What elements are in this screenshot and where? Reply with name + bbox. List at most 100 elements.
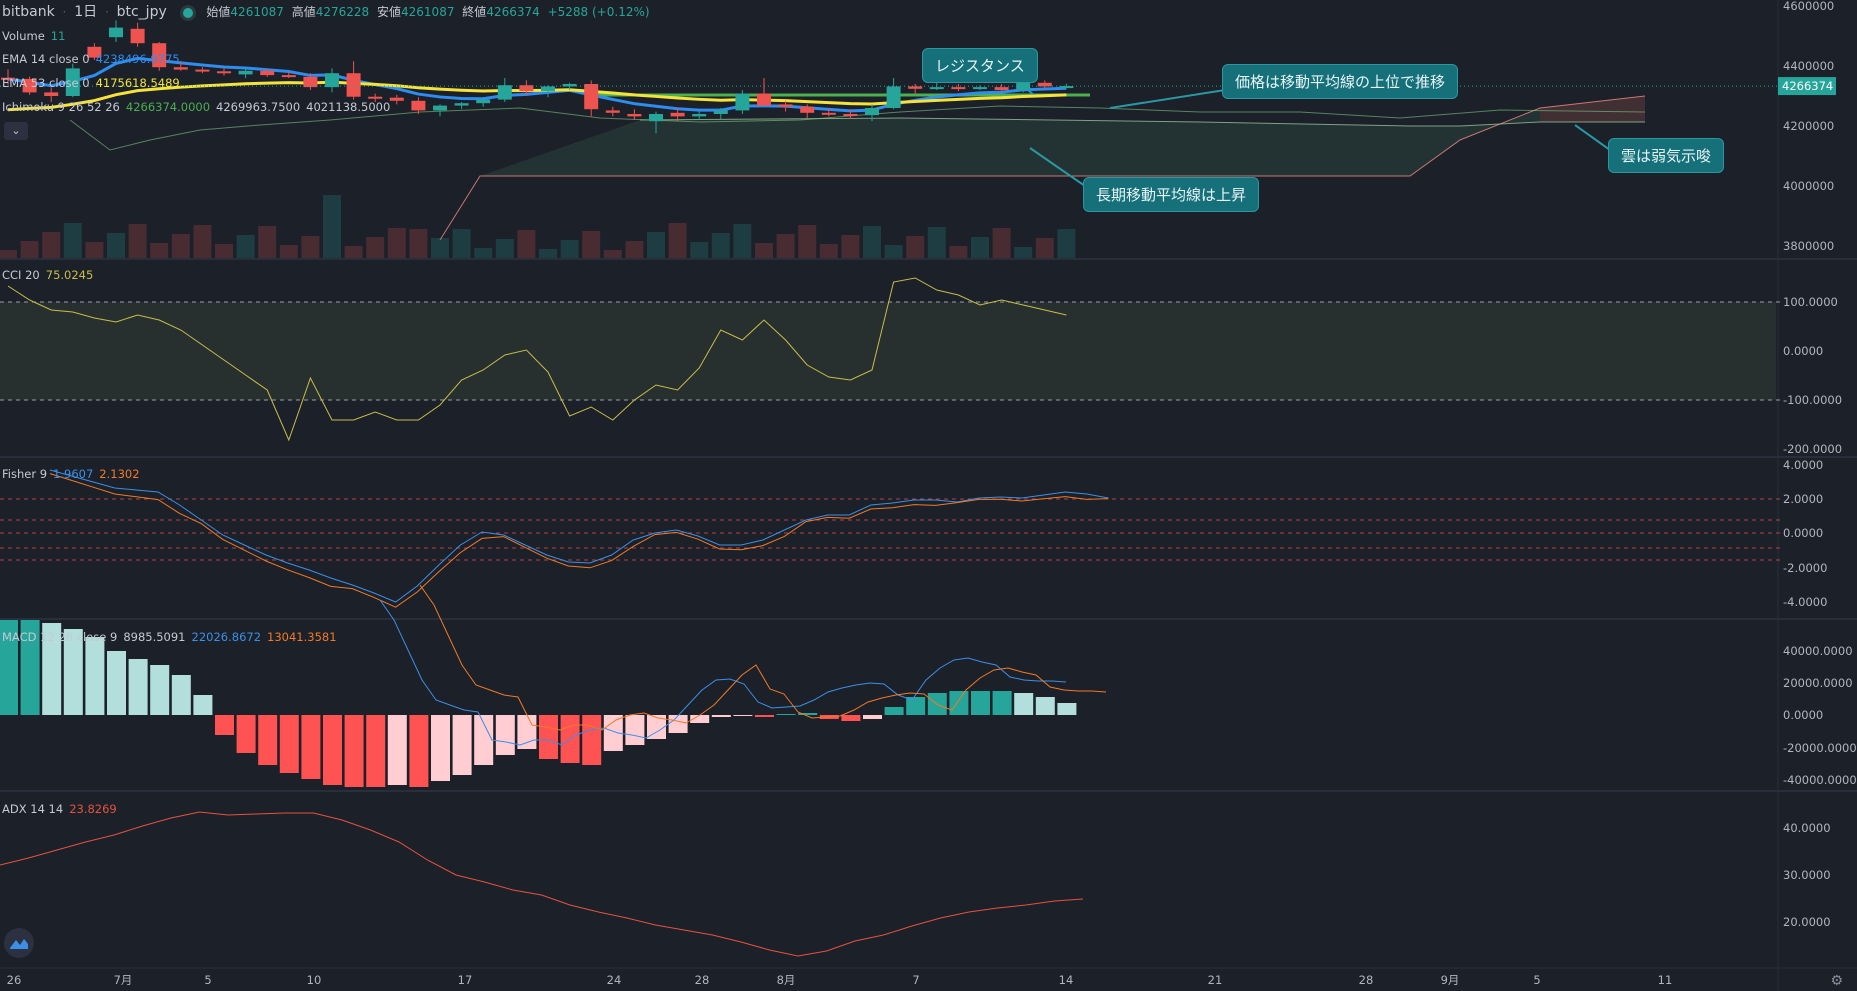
volume-bar (755, 243, 773, 258)
macd-histogram-bar (42, 623, 62, 715)
cci-band (0, 302, 1776, 400)
macd-tick-label: 40000.0000 (1783, 644, 1853, 658)
macd-histogram-bar (409, 715, 429, 787)
macd-histogram-bar (1014, 693, 1034, 715)
volume-bar (344, 246, 363, 258)
candle-body (433, 105, 447, 111)
candle-body (973, 87, 987, 90)
macd-histogram-bar (258, 715, 278, 765)
macd-histogram-bar (971, 691, 990, 715)
candle (562, 82, 577, 90)
candle-body (238, 70, 253, 75)
candle (778, 100, 793, 112)
ema14-value: 4238496.9775 (95, 52, 180, 66)
candle-body (757, 93, 771, 106)
macd-histogram-bar (85, 637, 105, 715)
volume-bar (884, 245, 903, 258)
adx-legend[interactable]: ADX 14 14 23.8269 (2, 802, 123, 816)
candle (497, 78, 512, 102)
cci-tick-label: -200.0000 (1783, 442, 1842, 456)
candle-body (325, 73, 339, 88)
candle (670, 108, 685, 122)
candle (692, 110, 707, 120)
symbol-label[interactable]: btc_jpy (116, 4, 167, 20)
volume-bar (668, 223, 687, 258)
time-tick-label: 7月 (114, 973, 133, 987)
macd-histogram-bar (798, 713, 818, 715)
time-tick-label: 5 (1533, 973, 1540, 987)
adx-line (0, 811, 1084, 957)
macd-histogram-bar (884, 707, 904, 715)
ichimoku-v1: 4266374.0000 (125, 100, 211, 114)
ichimoku-lagging-span (69, 105, 1646, 151)
macd-histogram-bar (1057, 703, 1077, 715)
tradingview-logo-icon[interactable] (4, 928, 34, 958)
callout-long-ma-up[interactable]: 長期移動平均線は上昇 (1083, 177, 1260, 212)
candle (1, 69, 15, 85)
gear-icon[interactable]: ⚙ (1830, 973, 1843, 989)
callout-price-above-ma[interactable]: 価格は移動平均線の上位で推移 (1222, 64, 1459, 99)
volume-bar (85, 242, 104, 258)
candle (735, 90, 750, 114)
open-value: 4261087 (230, 5, 284, 19)
ichimoku-legend[interactable]: Ichimoku 9 26 52 26 4266374.0000 4269963.7… (2, 100, 396, 114)
volume-bar (733, 224, 752, 258)
fisher-legend[interactable]: Fisher 9 1.9607 2.1302 (2, 467, 146, 481)
candle (843, 109, 858, 119)
fisher-tick-label: 4.0000 (1783, 458, 1823, 472)
macd-histogram-bar (215, 715, 234, 735)
macd-histogram-bar (431, 715, 450, 781)
volume-bar (1057, 229, 1076, 258)
macd-histogram-bar (193, 695, 213, 715)
cci-tick-label: 0.0000 (1783, 344, 1823, 358)
macd-histogram-bar (344, 715, 364, 787)
close-label: 終値 (462, 5, 487, 19)
macd-histogram-bar (279, 715, 299, 773)
macd-histogram-bar (733, 715, 753, 716)
fisher-tick-label: -4.0000 (1783, 595, 1827, 609)
last-price-tag (1778, 77, 1836, 96)
macd-signal-line (419, 584, 1107, 731)
time-tick-label: 14 (1059, 973, 1074, 987)
volume-bar (819, 244, 838, 258)
ema14-legend[interactable]: EMA 14 close 0 4238496.9775 (2, 52, 186, 66)
candle (476, 97, 491, 107)
volume-bar (0, 250, 17, 258)
candle-body (217, 71, 231, 74)
volume-bar (431, 238, 449, 258)
candle-body (109, 27, 123, 38)
volume-bar (690, 242, 709, 258)
macd-histogram-bar (128, 659, 148, 715)
candle (87, 43, 102, 60)
exchange-name[interactable]: bitbank (2, 4, 55, 20)
candle-body (584, 84, 599, 110)
macd-histogram-bar (1035, 697, 1055, 715)
ichimoku-cloud-bear (1540, 96, 1645, 122)
adx-label: ADX 14 14 (2, 802, 64, 816)
volume-legend[interactable]: Volume 11 (2, 29, 71, 43)
interval-label[interactable]: 1日 (74, 4, 98, 20)
macd-legend[interactable]: MACD 12 26 close 9 8985.5091 22026.8672 130… (2, 630, 343, 644)
candle (217, 68, 231, 76)
candle (994, 84, 1009, 92)
callout-resistance[interactable]: レジスタンス (922, 48, 1038, 83)
volume-bar (236, 235, 255, 258)
candle-body (649, 114, 663, 122)
candle-body (152, 43, 167, 68)
volume-bar (625, 241, 644, 258)
volume-bar (582, 231, 601, 258)
candle-body (1016, 82, 1031, 90)
cci-tick-label: -100.0000 (1783, 393, 1842, 407)
candle-body (346, 73, 361, 97)
cci-legend[interactable]: CCI 20 75.0245 (2, 268, 99, 282)
candle-body (994, 87, 1009, 90)
hide-legend-button[interactable]: ⌄ (4, 122, 28, 140)
adx-value: 23.8269 (69, 802, 117, 816)
callout-pointer (1109, 89, 1226, 109)
volume-bar (603, 250, 622, 258)
callout-cloud-weak[interactable]: 雲は弱気示唆 (1608, 138, 1725, 173)
ema53-legend[interactable]: EMA 53 close 0 4175618.5489 (2, 76, 186, 90)
macd-tick-label: 20000.0000 (1783, 676, 1853, 690)
candle (130, 22, 145, 47)
